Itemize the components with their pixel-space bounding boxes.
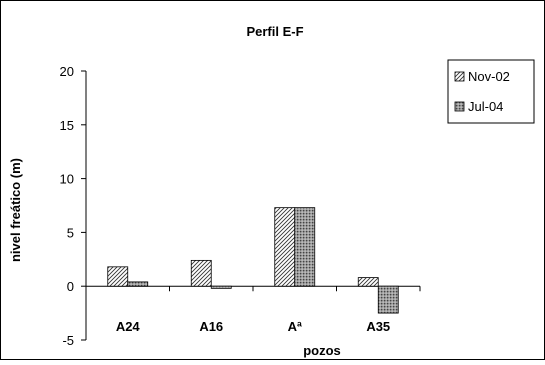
y-tick-label: 5 [67,225,74,240]
legend-box [447,59,535,124]
x-category-label: A35 [366,319,390,334]
bar-nov-02-1 [107,266,129,287]
y-tick-label: 15 [60,118,74,133]
x-category-label: A24 [116,319,141,334]
category-labels: A24 A16 Aª A35 [116,319,390,334]
chart-title: Perfil E-F [246,24,303,39]
y-tick-label: 0 [67,279,74,294]
legend-label-jul-04: Jul-04 [468,99,503,114]
bar-nov-02-4 [357,277,379,287]
bars [107,207,399,314]
y-tick-label: 10 [60,172,74,187]
y-axis-label: nivel freático (m) [8,158,23,262]
bar-jul-04-1 [127,281,149,287]
x-axis-label: pozos [303,343,341,358]
bar-nov-02-3 [274,207,296,287]
x-category-label: Aª [288,319,302,334]
bar-jul-04-4 [377,285,399,314]
y-tick-label: -5 [62,333,74,348]
bar-jul-04-3 [294,207,316,287]
x-category-label: A16 [199,319,223,334]
bar-jul-04-2 [210,285,232,289]
bar-nov-02-2 [190,259,212,287]
y-tick-label: 20 [60,64,74,79]
legend: Nov-02 Jul-04 [447,59,535,124]
legend-swatch-jul-04 [454,101,465,112]
legend-label-nov-02: Nov-02 [468,69,510,84]
legend-swatch-nov-02 [454,71,465,82]
